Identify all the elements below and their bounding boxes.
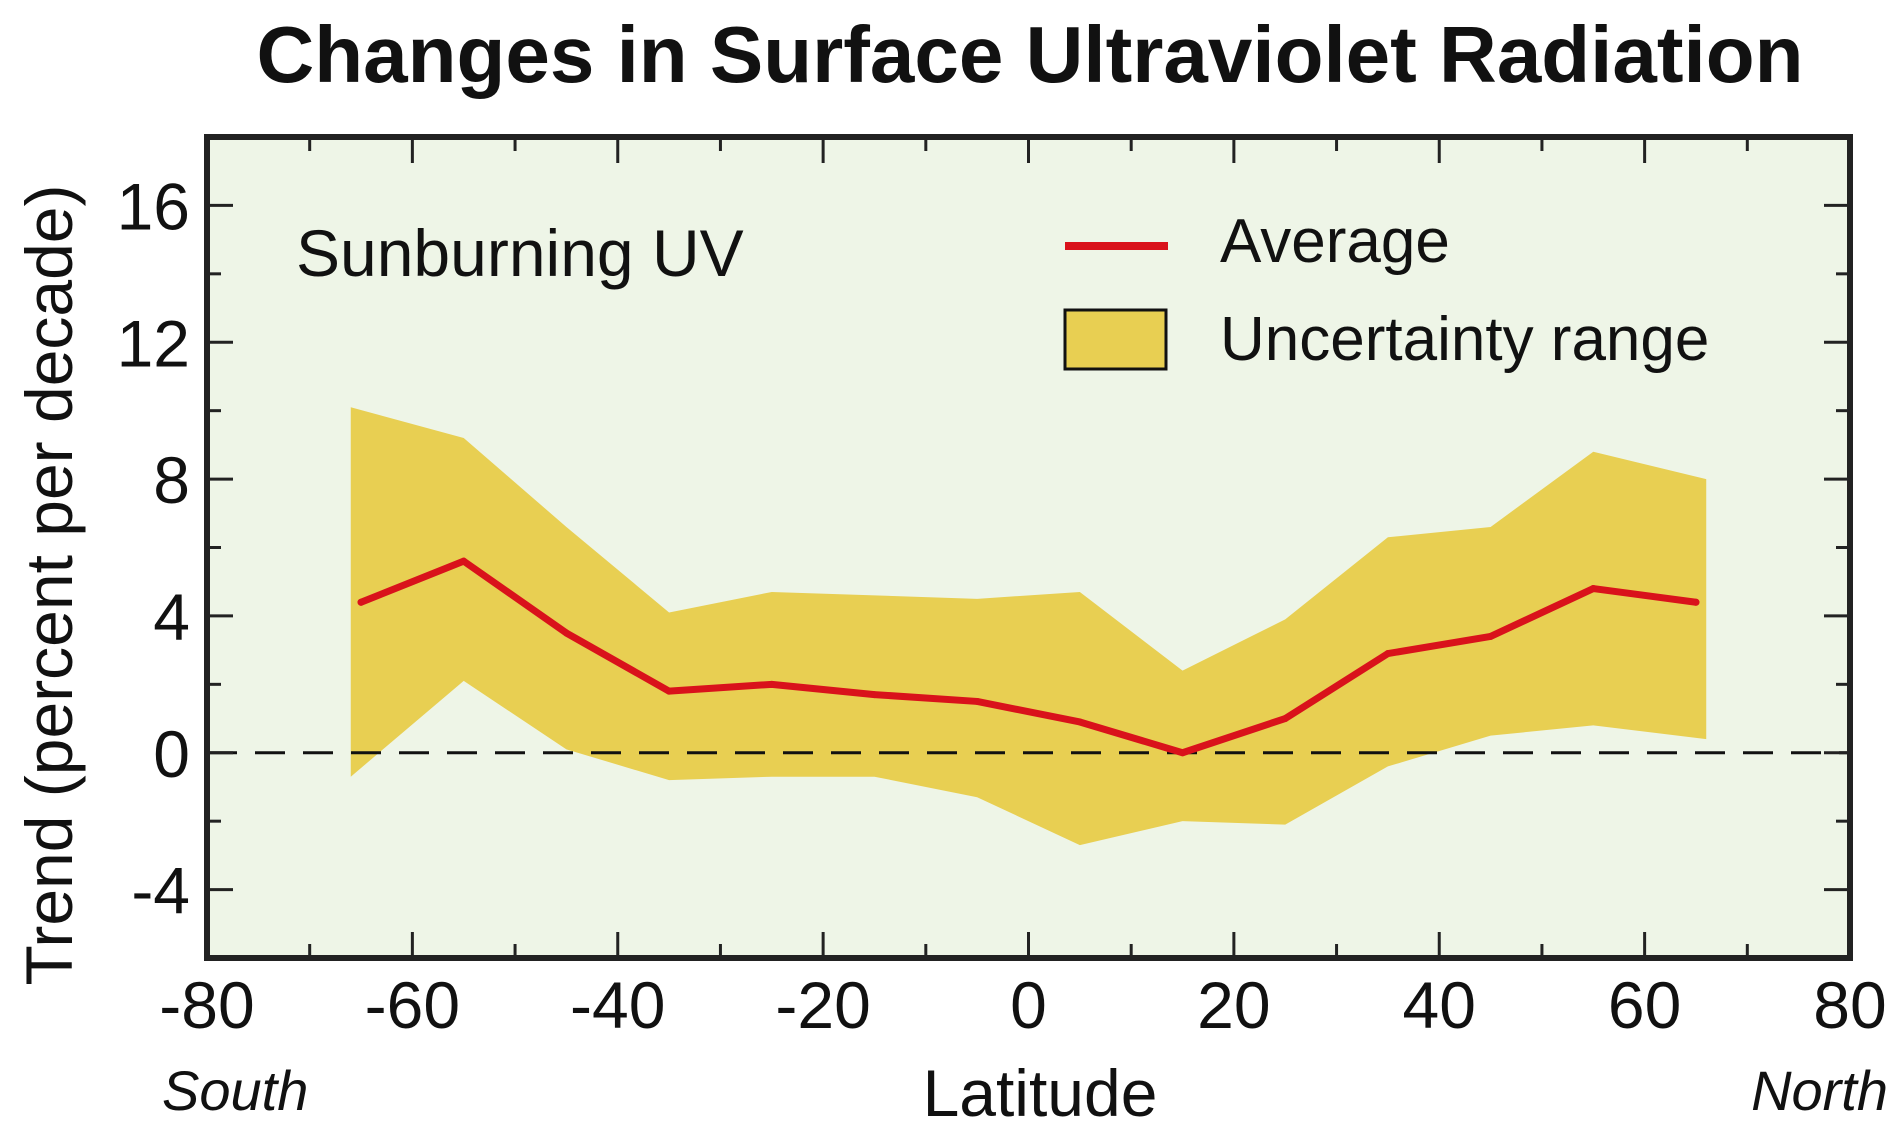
x-tick-label: 40 [1403, 968, 1476, 1042]
y-tick-label: 4 [153, 580, 190, 654]
average-point [1179, 749, 1187, 757]
uncertainty-band [350, 407, 1707, 846]
average-line [357, 557, 1700, 757]
chart-title: Changes in Surface Ultraviolet Radiation [257, 10, 1804, 99]
legend-average-label: Average [1220, 207, 1450, 276]
panel-label: Sunburning UV [296, 216, 744, 290]
average-point [357, 598, 365, 606]
legend: Average Uncertainty range [1063, 207, 1709, 374]
uncertainty-band-layer [350, 407, 1707, 846]
average-line-layer [357, 557, 1700, 757]
average-point [768, 680, 776, 688]
y-tick-label: -4 [131, 854, 190, 928]
average-point [1281, 715, 1289, 723]
legend-uncertainty-label: Uncertainty range [1220, 305, 1709, 374]
plot-frame [204, 134, 1853, 961]
y-axis-title: Trend (percent per decade) [12, 185, 86, 986]
x-axis-title: Latitude [923, 1056, 1158, 1130]
x-tick-label: -40 [570, 968, 665, 1042]
x-direction-south: South [162, 1059, 308, 1122]
x-tick-label: -60 [365, 968, 460, 1042]
average-point [1384, 650, 1392, 658]
average-point [973, 697, 981, 705]
x-tick-label: 60 [1608, 968, 1681, 1042]
average-point [870, 691, 878, 699]
legend-uncertainty-swatch [1063, 308, 1168, 371]
x-tick-label: 20 [1197, 968, 1270, 1042]
average-point [665, 687, 673, 695]
y-tick-label: 16 [117, 169, 190, 243]
x-tick-label: 80 [1813, 968, 1886, 1042]
y-tick-label: 0 [153, 717, 190, 791]
average-point [562, 629, 570, 637]
x-direction-north: North [1751, 1059, 1888, 1122]
average-point [1076, 718, 1084, 726]
y-tick-label: 12 [117, 306, 190, 380]
average-point [460, 557, 468, 565]
x-tick-label: -20 [775, 968, 870, 1042]
average-point [1487, 632, 1495, 640]
x-tick-label: 0 [1010, 968, 1047, 1042]
average-point [1589, 585, 1597, 593]
x-tick-label: -80 [159, 968, 254, 1042]
y-tick-label: 8 [153, 443, 190, 517]
average-point [1692, 598, 1700, 606]
